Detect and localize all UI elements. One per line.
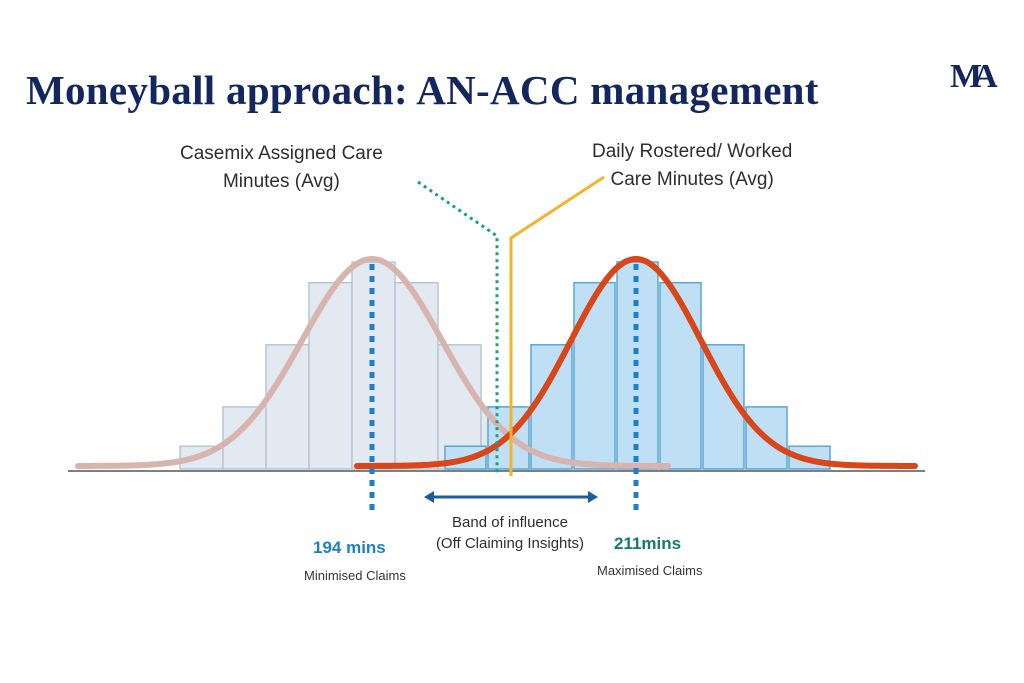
- band-arrow-right-head: [588, 491, 598, 503]
- left-histogram-bar: [308, 281, 353, 470]
- left-marker-value: 194 mins: [313, 538, 386, 557]
- band-of-influence-label: Band of influence (Off Claiming Insights…: [395, 512, 625, 554]
- rostered-leader-line: [509, 175, 605, 476]
- right-marker-value: 211mins: [614, 534, 682, 553]
- casemix-label: Casemix Assigned Care Minutes (Avg): [180, 140, 383, 196]
- rostered-label-line-1: Daily Rostered/ Worked: [592, 141, 793, 162]
- right-normal-curve: [354, 256, 918, 469]
- left-marker-caption: Minimised Claims: [304, 568, 406, 583]
- rostered-label-line-2: Care Minutes (Avg): [610, 169, 774, 190]
- right-marker-caption: Maximised Claims: [597, 563, 703, 578]
- casemix-label-line-2: Minutes (Avg): [222, 171, 340, 192]
- band-label-line-1: Band of influence: [452, 514, 568, 531]
- band-label-line-2: (Off Claiming Insights): [435, 535, 585, 552]
- left-normal-curve: [75, 255, 671, 469]
- right-histogram-bar: [659, 281, 702, 470]
- band-arrow-left-head: [424, 491, 434, 503]
- right-histogram-bar: [530, 344, 573, 470]
- page-title: Moneyball approach: AN-ACC management: [26, 67, 819, 113]
- left-histogram-bar: [394, 281, 439, 470]
- right-histogram-bar: [573, 281, 616, 470]
- casemix-label-line-1: Casemix Assigned Care: [180, 143, 383, 164]
- rostered-label: Daily Rostered/ Worked Care Minutes (Avg…: [592, 138, 792, 194]
